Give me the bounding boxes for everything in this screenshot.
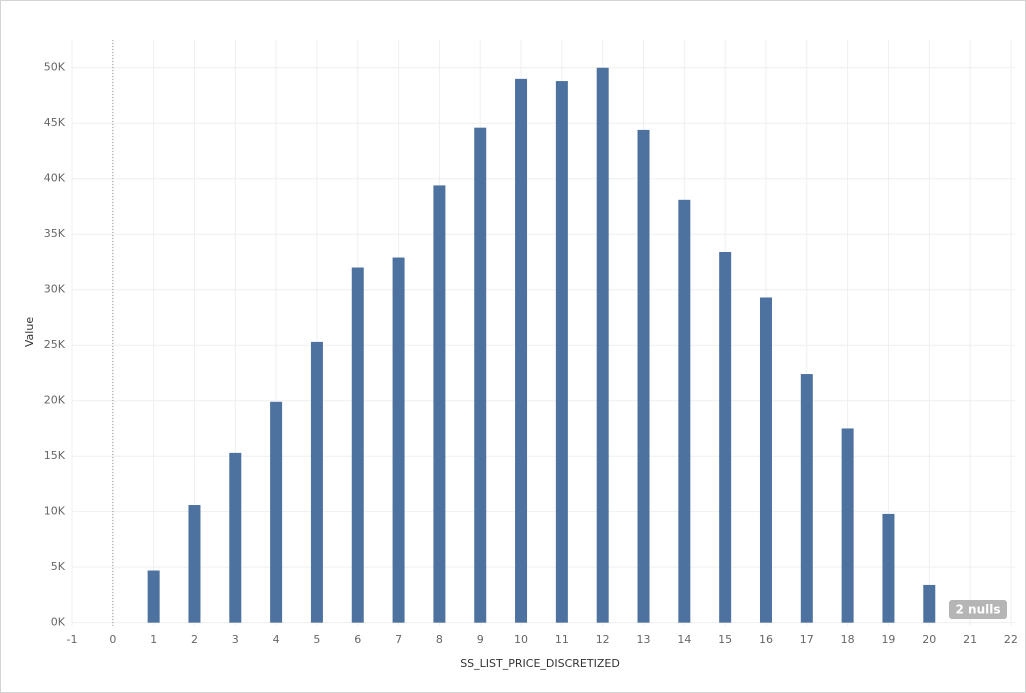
y-tick-label: 35K — [44, 227, 66, 240]
bar — [719, 251, 732, 623]
bar — [555, 81, 568, 623]
x-tick-label: 18 — [841, 633, 855, 646]
x-axis-title: SS_LIST_PRICE_DISCRETIZED — [460, 657, 620, 670]
y-tick-label: 10K — [44, 505, 66, 518]
y-tick-label: 45K — [44, 116, 66, 129]
bar — [678, 199, 691, 623]
x-tick-label: 4 — [273, 633, 280, 646]
x-tick-label: 15 — [718, 633, 732, 646]
x-tick-label: 6 — [354, 633, 361, 646]
bar — [392, 257, 405, 623]
x-tick-label: 21 — [963, 633, 977, 646]
x-tick-label: 0 — [109, 633, 116, 646]
bar — [270, 401, 283, 623]
y-tick-label: 30K — [44, 283, 66, 296]
bar — [310, 341, 323, 623]
bar — [474, 127, 487, 623]
bar — [923, 584, 936, 623]
y-tick-label: 0K — [51, 616, 66, 629]
bar — [147, 570, 160, 623]
x-tick-label: 19 — [881, 633, 895, 646]
bar — [637, 129, 650, 623]
x-tick-label: -1 — [67, 633, 78, 646]
y-axis-title: Value — [23, 317, 36, 347]
bar — [800, 374, 813, 623]
null-badge[interactable] — [949, 600, 1007, 619]
y-tick-label: 20K — [44, 394, 66, 407]
x-tick-label: 9 — [477, 633, 484, 646]
x-tick-label: 13 — [637, 633, 651, 646]
bar — [759, 297, 772, 623]
y-tick-label: 50K — [44, 61, 66, 74]
bar — [882, 513, 895, 623]
bar — [229, 452, 242, 623]
bar — [596, 67, 609, 623]
y-tick-label: 15K — [44, 449, 66, 462]
bar — [351, 267, 364, 623]
bar — [515, 78, 528, 623]
x-tick-label: 22 — [1004, 633, 1018, 646]
x-tick-label: 2 — [191, 633, 198, 646]
x-tick-label: 12 — [596, 633, 610, 646]
x-tick-label: 3 — [232, 633, 239, 646]
x-tick-label: 1 — [150, 633, 157, 646]
x-tick-label: 10 — [514, 633, 528, 646]
y-tick-label: 5K — [51, 560, 66, 573]
bar — [188, 505, 201, 623]
x-tick-label: 5 — [313, 633, 320, 646]
y-tick-label: 25K — [44, 338, 66, 351]
x-tick-label: 17 — [800, 633, 814, 646]
x-tick-label: 7 — [395, 633, 402, 646]
null-badge-text[interactable]: 2 nulls — [956, 603, 1001, 617]
x-tick-label: 16 — [759, 633, 773, 646]
x-tick-label: 8 — [436, 633, 443, 646]
x-tick-label: 11 — [555, 633, 569, 646]
x-tick-label: 20 — [922, 633, 936, 646]
y-tick-label: 40K — [44, 172, 66, 185]
x-tick-label: 14 — [677, 633, 691, 646]
bar — [841, 428, 854, 623]
bar — [433, 185, 446, 623]
